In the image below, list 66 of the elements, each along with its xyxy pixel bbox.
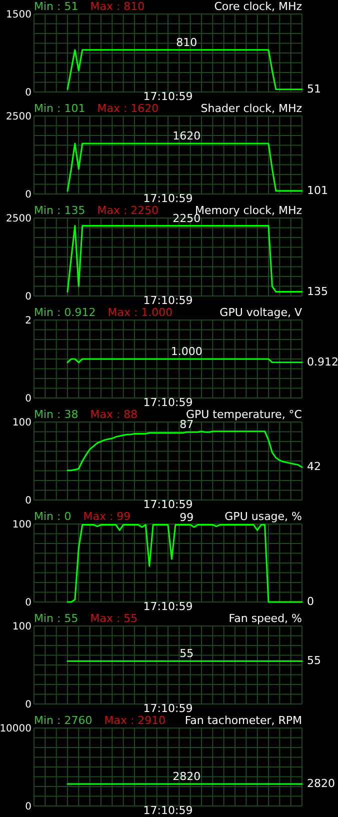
x-axis-title: 17:10:59 — [143, 90, 193, 103]
x-axis-title: 17:10:59 — [143, 294, 193, 307]
x-axis-title: 17:10:59 — [143, 192, 193, 205]
y-tick-label: 0 — [25, 88, 32, 98]
data-label: 51 — [307, 82, 321, 96]
text: Min : 55 — [34, 612, 78, 625]
y-tick-label: 100 — [12, 520, 32, 530]
x-axis-title: 17:10:59 — [143, 804, 193, 817]
text: Max : 2910 — [104, 714, 166, 727]
data-label: 2820 — [172, 770, 201, 784]
y-tick-label: 1500 — [6, 10, 32, 20]
y-tick-label: 0 — [25, 496, 32, 506]
chart-title: GPU usage, % — [224, 510, 302, 523]
y-tick-label: 2500 — [6, 112, 32, 122]
text: Min : 0.912 — [34, 306, 96, 319]
y-tick-label: 0 — [25, 802, 32, 812]
chart-title: Fan tachometer, RPM — [184, 714, 302, 727]
y-tick-label: 10000 — [0, 724, 32, 734]
data-label: 55 — [307, 654, 321, 668]
data-label: 99 — [180, 510, 194, 524]
chart-title: Fan speed, % — [228, 612, 302, 625]
text: Min : 51 — [34, 0, 78, 13]
data-label: 101 — [307, 184, 328, 197]
y-tick-label: 0 — [25, 598, 32, 608]
text: Max : 1620 — [97, 102, 159, 115]
data-label: 1.000 — [170, 345, 202, 358]
line-series — [66, 430, 303, 472]
text: Max : 2250 — [97, 204, 159, 217]
data-label: 42 — [307, 460, 321, 474]
data-label: 0.912 — [307, 355, 338, 368]
data-label: 87 — [180, 418, 194, 432]
y-tick-label: 2 — [25, 316, 32, 326]
text: Min : 38 — [34, 408, 78, 421]
text: Min : 101 — [34, 102, 86, 115]
chart-title: Shader clock, MHz — [200, 102, 302, 115]
chart-title: GPU temperature, °C — [186, 408, 302, 421]
text: Min : 135 — [34, 204, 86, 217]
x-axis-title: 17:10:59 — [143, 396, 193, 409]
y-tick-label: 100 — [12, 622, 32, 632]
data-label: 135 — [307, 284, 328, 298]
y-tick-label: 0 — [25, 292, 32, 302]
text: Max : 1.000 — [108, 306, 173, 319]
text: Max : 99 — [83, 510, 131, 523]
x-axis-title: 17:10:59 — [143, 702, 193, 715]
chart-title: Core clock, MHz — [214, 0, 302, 13]
chart-title: GPU voltage, V — [220, 306, 302, 319]
y-tick-label: 0 — [25, 190, 32, 200]
text: Max : 55 — [90, 612, 138, 625]
data-label: 810 — [176, 36, 198, 49]
line-series — [66, 49, 303, 90]
data-label: 1620 — [172, 129, 201, 142]
line-series — [66, 225, 303, 293]
data-label: 55 — [180, 647, 194, 660]
x-axis-title: 17:10:59 — [143, 498, 193, 511]
y-tick-label: 0 — [25, 700, 32, 710]
y-tick-label: 2500 — [6, 214, 32, 224]
y-tick-label: 100 — [12, 418, 32, 428]
text: Min : 2760 — [34, 714, 92, 727]
text: Max : 88 — [90, 408, 138, 421]
line-series — [66, 524, 303, 603]
x-axis-title: 17:10:59 — [143, 600, 193, 613]
text: Min : 0 — [34, 510, 72, 523]
data-label: 2820 — [307, 777, 335, 790]
y-tick-label: 0 — [25, 394, 32, 404]
text: Max : 810 — [90, 0, 145, 13]
data-label: 0 — [307, 595, 314, 608]
